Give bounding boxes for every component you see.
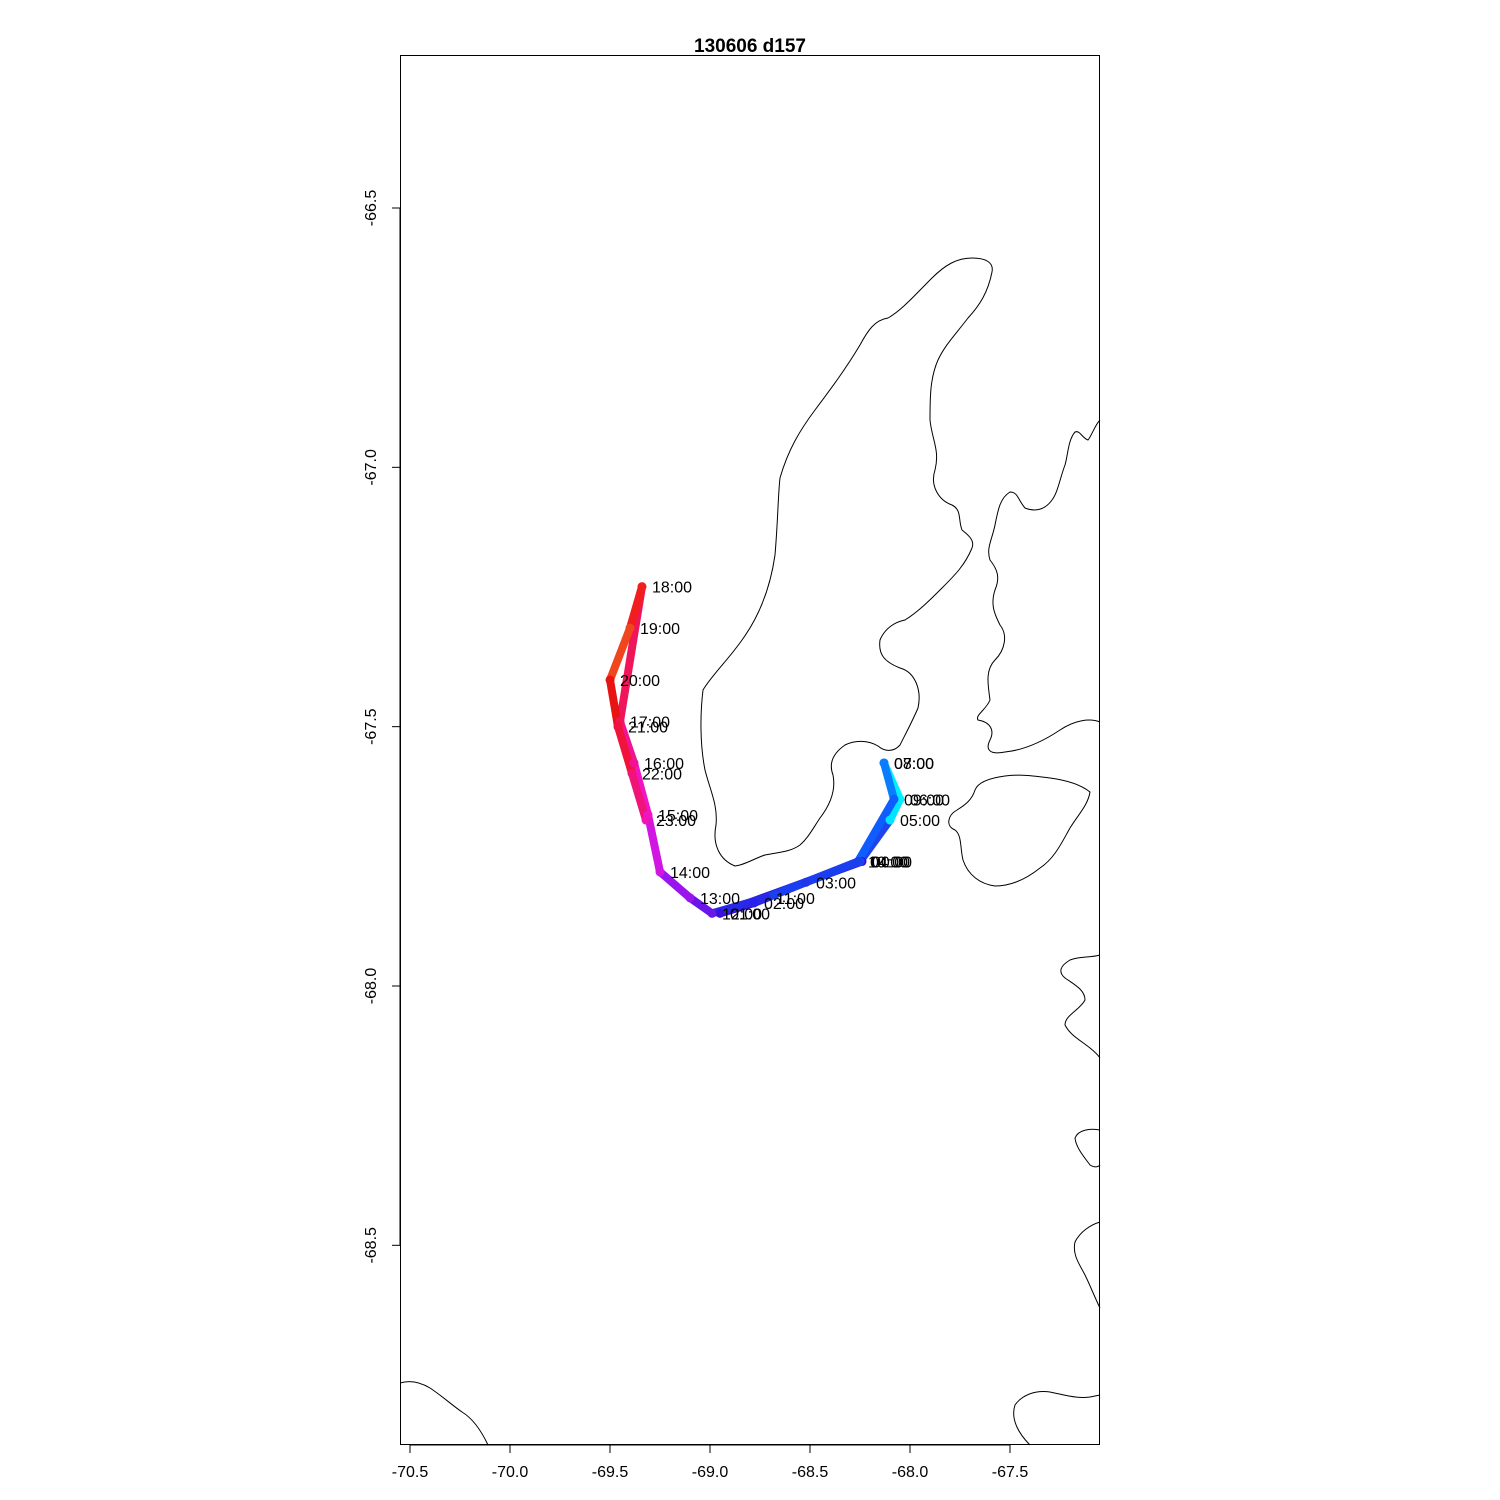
track-point: [889, 794, 899, 804]
plot-frame: [400, 55, 1100, 1445]
x-tick-label: -69.0: [692, 1464, 729, 1481]
time-label: 21:00: [628, 720, 668, 737]
x-tick-label: -67.5: [992, 1464, 1029, 1481]
x-tick-label: -70.0: [492, 1464, 529, 1481]
time-label: 00:00: [872, 855, 912, 872]
time-label: 18:00: [652, 580, 692, 597]
x-tick-label: -68.0: [892, 1464, 929, 1481]
track-point: [627, 768, 637, 778]
track-point: [879, 758, 889, 768]
time-label: 13:00: [700, 891, 740, 908]
coastline-peninsula: [700, 257, 993, 867]
time-label: 11:00: [776, 891, 815, 908]
track-point: [613, 722, 623, 732]
coastline-south-east-3: [1073, 1221, 1101, 1309]
time-label: 04:00: [870, 855, 910, 872]
track-segment: [656, 867, 694, 902]
track-segment: [628, 769, 650, 825]
time-label: 16:00: [644, 756, 684, 773]
time-label: 19:00: [640, 621, 680, 638]
x-axis: -70.5 -70.0 -69.5 -69.0 -68.5 -68.0 -67.5: [392, 1444, 1029, 1481]
x-tick-label: -68.5: [792, 1464, 829, 1481]
y-axis: -66.5 -67.0 -67.5 -68.0 -68.5: [363, 190, 401, 1264]
coastline-south: [1013, 1391, 1101, 1446]
track-point: [655, 867, 665, 877]
time-label: 17:00: [630, 714, 670, 731]
x-tick-label: -70.5: [392, 1464, 429, 1481]
y-tick-label: -67.0: [363, 449, 380, 486]
track-segment: [644, 810, 664, 876]
coastline-island: [948, 774, 1091, 887]
track-point: [707, 908, 717, 918]
track-segment: [626, 582, 646, 633]
time-label: 12:00: [722, 906, 762, 923]
time-label: 08:00: [894, 756, 934, 773]
map-title: 130606 d157: [694, 36, 806, 57]
track-point: [801, 877, 811, 887]
track-point: [885, 815, 895, 825]
track-point: [637, 582, 647, 592]
time-label: 01:00: [730, 906, 770, 923]
track-point: [605, 675, 615, 685]
track-point: [685, 893, 695, 903]
track-point: [625, 623, 635, 633]
time-label: 02:00: [764, 896, 804, 913]
y-tick-label: -67.5: [363, 708, 380, 745]
track-segment: [614, 722, 636, 778]
track-segment: [880, 758, 898, 804]
track-point: [853, 857, 863, 867]
time-label: 06:00: [910, 792, 950, 809]
time-label: 15:00: [658, 808, 698, 825]
track-segment: [762, 857, 862, 902]
track-point: [641, 815, 651, 825]
time-label: 10:00: [868, 855, 908, 872]
x-tick-label: -69.5: [592, 1464, 629, 1481]
coastline-south-west: [399, 1381, 489, 1446]
coastline-south-east-1: [1060, 954, 1101, 1059]
y-tick-label: -66.5: [363, 190, 380, 227]
time-label: 22:00: [642, 766, 682, 783]
coastline-layer: [399, 257, 1101, 1446]
y-tick-label: -68.5: [363, 1227, 380, 1264]
track-segment: [606, 624, 634, 684]
time-label: 09:00: [904, 792, 944, 809]
track-point: [761, 893, 771, 903]
coastline-south-east-2: [1074, 1128, 1101, 1168]
time-label: 03:00: [816, 875, 856, 892]
time-label: 14:00: [670, 865, 710, 882]
time-label: 05:00: [900, 813, 940, 830]
time-label: 07:00: [894, 756, 934, 773]
track-point: [749, 898, 759, 908]
y-tick-label: -68.0: [363, 968, 380, 1005]
coastline-mainland-east: [977, 419, 1101, 754]
track-point: [629, 758, 639, 768]
track-point: [715, 908, 725, 918]
time-label: 20:00: [620, 673, 660, 690]
track-segment: [854, 795, 898, 866]
track-layer: [605, 582, 905, 918]
time-label: 23:00: [656, 813, 696, 830]
